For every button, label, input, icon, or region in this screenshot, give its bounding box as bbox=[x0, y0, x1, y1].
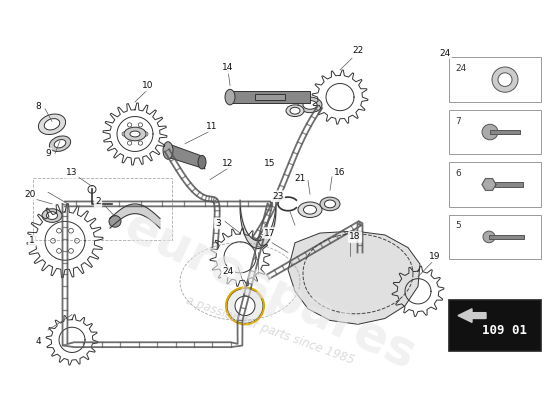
Ellipse shape bbox=[47, 212, 58, 220]
Polygon shape bbox=[482, 179, 496, 190]
Ellipse shape bbox=[286, 105, 304, 116]
Text: 7: 7 bbox=[455, 116, 461, 126]
FancyBboxPatch shape bbox=[449, 300, 541, 350]
Circle shape bbox=[122, 132, 127, 136]
Text: 4: 4 bbox=[35, 337, 41, 346]
Circle shape bbox=[128, 141, 132, 145]
Text: 15: 15 bbox=[264, 159, 276, 168]
Text: 11: 11 bbox=[206, 122, 218, 131]
Polygon shape bbox=[168, 144, 205, 169]
Text: 14: 14 bbox=[222, 64, 234, 72]
Ellipse shape bbox=[44, 119, 60, 130]
Bar bbox=[489, 235, 524, 239]
Bar bbox=[495, 182, 523, 187]
Ellipse shape bbox=[42, 209, 62, 222]
Text: 8: 8 bbox=[35, 102, 41, 111]
Polygon shape bbox=[110, 204, 160, 228]
Text: 2: 2 bbox=[95, 198, 101, 206]
Text: 5: 5 bbox=[455, 221, 461, 230]
Circle shape bbox=[69, 228, 73, 233]
Text: 13: 13 bbox=[66, 168, 78, 177]
Bar bbox=[255, 94, 285, 100]
Text: 21: 21 bbox=[294, 174, 306, 183]
Circle shape bbox=[144, 132, 148, 136]
Ellipse shape bbox=[303, 100, 317, 109]
Text: a passion for parts since 1985: a passion for parts since 1985 bbox=[184, 294, 356, 367]
Text: 16: 16 bbox=[334, 168, 346, 177]
Text: 1: 1 bbox=[29, 236, 35, 245]
Ellipse shape bbox=[320, 197, 340, 211]
Text: 24: 24 bbox=[222, 267, 234, 276]
FancyBboxPatch shape bbox=[449, 110, 541, 154]
Ellipse shape bbox=[54, 140, 66, 148]
Ellipse shape bbox=[130, 131, 140, 137]
FancyBboxPatch shape bbox=[449, 162, 541, 207]
Ellipse shape bbox=[163, 142, 173, 159]
Text: 10: 10 bbox=[142, 81, 154, 90]
Circle shape bbox=[69, 248, 73, 253]
Text: 22: 22 bbox=[353, 46, 364, 55]
Ellipse shape bbox=[198, 155, 206, 169]
Text: 24: 24 bbox=[455, 64, 466, 73]
Circle shape bbox=[88, 186, 96, 193]
Circle shape bbox=[57, 228, 62, 233]
Text: 20: 20 bbox=[24, 190, 36, 199]
Text: 23: 23 bbox=[272, 192, 284, 201]
Circle shape bbox=[57, 248, 62, 253]
Ellipse shape bbox=[50, 136, 70, 152]
Circle shape bbox=[483, 231, 495, 243]
Text: 109 01: 109 01 bbox=[482, 324, 527, 337]
Circle shape bbox=[75, 238, 79, 243]
Circle shape bbox=[492, 67, 518, 92]
Ellipse shape bbox=[298, 202, 322, 218]
Circle shape bbox=[227, 288, 263, 323]
Polygon shape bbox=[288, 231, 420, 324]
Ellipse shape bbox=[225, 89, 235, 105]
Circle shape bbox=[51, 238, 56, 243]
Polygon shape bbox=[458, 309, 486, 322]
Ellipse shape bbox=[39, 114, 65, 134]
Ellipse shape bbox=[290, 107, 300, 114]
Bar bbox=[230, 91, 310, 103]
Text: 3: 3 bbox=[215, 219, 221, 228]
Text: 24: 24 bbox=[439, 49, 450, 58]
Circle shape bbox=[109, 216, 121, 227]
Circle shape bbox=[128, 123, 132, 127]
Ellipse shape bbox=[304, 205, 316, 214]
Circle shape bbox=[138, 141, 142, 145]
Text: 12: 12 bbox=[222, 159, 234, 168]
Text: 17: 17 bbox=[264, 228, 276, 238]
Circle shape bbox=[498, 73, 512, 86]
Text: 6: 6 bbox=[455, 169, 461, 178]
Circle shape bbox=[482, 124, 498, 140]
Circle shape bbox=[235, 296, 255, 316]
Text: 18: 18 bbox=[349, 232, 361, 242]
Ellipse shape bbox=[298, 97, 322, 113]
Ellipse shape bbox=[124, 127, 146, 141]
Bar bbox=[490, 130, 520, 134]
Text: eurospares: eurospares bbox=[117, 203, 424, 380]
FancyBboxPatch shape bbox=[449, 214, 541, 259]
Ellipse shape bbox=[324, 200, 336, 208]
Text: 9: 9 bbox=[45, 149, 51, 158]
Text: 19: 19 bbox=[429, 252, 441, 261]
Circle shape bbox=[138, 123, 142, 127]
FancyBboxPatch shape bbox=[449, 57, 541, 102]
